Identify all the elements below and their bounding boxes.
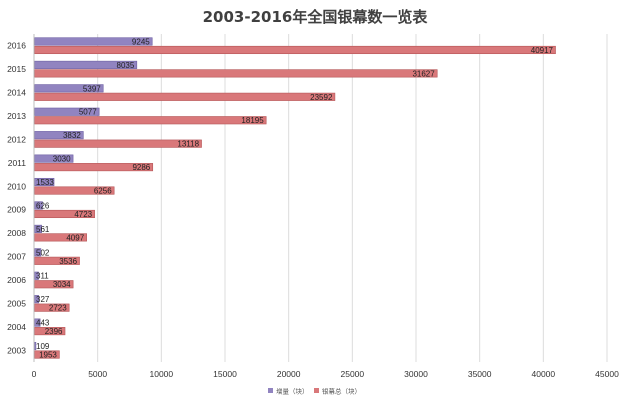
data-label-increase: 1533 [36,178,54,187]
data-label-total: 40917 [531,46,554,55]
y-tick-label: 2008 [7,228,26,238]
legend-swatch [268,388,273,393]
data-label-total: 3536 [59,257,77,266]
data-label-increase: 9245 [132,37,150,46]
y-tick-label: 2004 [7,322,26,332]
bar-total [34,92,336,101]
data-label-increase: 311 [36,272,49,281]
data-label-total: 13118 [177,140,199,149]
data-label-total: 31627 [412,69,435,78]
legend-label: 银幕总（块） [322,387,361,396]
x-axis: 0 5000 10000 15000 20000 25000 30000 35000 40000… [32,369,619,379]
data-label-increase: 5077 [79,108,97,117]
y-tick-label: 2009 [7,205,26,215]
y-tick-label: 2015 [7,64,26,74]
y-tick-label: 2013 [7,111,26,121]
y-tick-label: 2014 [7,88,26,98]
data-label-total: 2723 [49,304,67,313]
x-tick-label: 40000 [532,369,556,379]
y-tick-label: 2012 [7,134,26,144]
bar-total [34,69,438,78]
data-label-increase: 626 [36,201,50,210]
grid-lines [33,34,608,362]
data-label-total: 9286 [132,163,150,172]
y-tick-label: 2003 [7,345,26,355]
legend: 增量（块） 银幕总（块） [268,387,361,396]
data-label-increase: 443 [36,319,50,328]
y-tick-label: 2011 [8,158,27,168]
x-tick-label: 5000 [88,369,107,379]
y-tick-label: 2005 [7,298,26,308]
y-axis: 2003 2004 2005 2006 2007 2008 2009 2010 2011 2012… [7,34,35,362]
data-label-total: 18195 [241,116,264,125]
x-tick-label: 25000 [341,369,365,379]
x-tick-label: 20000 [277,369,301,379]
data-label-total: 23592 [310,93,333,102]
data-label-total: 6256 [94,186,112,195]
legend-swatch [314,388,319,393]
bars [34,37,556,359]
data-label-increase: 3832 [63,131,81,140]
data-label-total: 3034 [53,280,71,289]
data-label-total: 4097 [66,233,84,242]
data-label-increase: 561 [36,225,50,234]
data-label-total: 2396 [45,327,63,336]
chart-title: 2003-2016年全国银幕数一览表 [203,8,429,26]
x-tick-label: 15000 [213,369,237,379]
bar-total [34,45,556,55]
x-tick-label: 30000 [404,369,428,379]
x-tick-label: 45000 [595,369,619,379]
x-tick-label: 10000 [150,369,174,379]
data-label-increase: 109 [36,342,50,351]
y-tick-label: 2006 [7,275,26,285]
data-label-increase: 502 [36,248,50,257]
y-tick-label: 2007 [7,252,26,262]
data-label-total: 4723 [74,210,92,219]
bar-total [34,116,267,125]
data-label-increase: 5397 [83,84,101,93]
y-tick-label: 2016 [7,41,26,51]
data-label-increase: 327 [36,295,50,304]
x-tick-label: 35000 [468,369,492,379]
data-label-increase: 3030 [53,155,71,164]
x-tick-label: 0 [32,369,37,379]
legend-label: 增量（块） [276,387,309,396]
y-tick-label: 2010 [7,181,26,191]
data-label-increase: 8035 [117,61,135,70]
data-label-total: 1953 [39,350,57,359]
